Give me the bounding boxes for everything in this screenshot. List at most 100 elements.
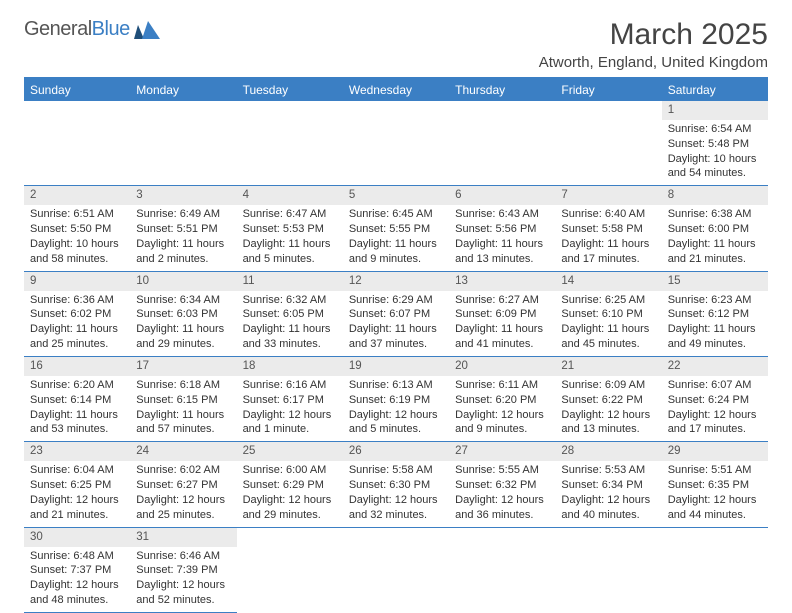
sunrise-text: Sunrise: 6:02 AM bbox=[136, 463, 230, 478]
calendar-day-cell: 12Sunrise: 6:29 AMSunset: 6:07 PMDayligh… bbox=[343, 271, 449, 356]
daylight-text: Daylight: 12 hours and 52 minutes. bbox=[136, 578, 230, 608]
sunset-text: Sunset: 6:24 PM bbox=[668, 393, 762, 408]
daylight-text: Daylight: 12 hours and 21 minutes. bbox=[30, 493, 124, 523]
calendar-day-cell bbox=[130, 101, 236, 186]
sunrise-text: Sunrise: 6:25 AM bbox=[561, 293, 655, 308]
sunrise-text: Sunrise: 6:13 AM bbox=[349, 378, 443, 393]
sunrise-text: Sunrise: 6:49 AM bbox=[136, 207, 230, 222]
day-body: Sunrise: 6:09 AMSunset: 6:22 PMDaylight:… bbox=[555, 376, 661, 441]
day-body: Sunrise: 6:27 AMSunset: 6:09 PMDaylight:… bbox=[449, 291, 555, 356]
calendar-day-cell: 29Sunrise: 5:51 AMSunset: 6:35 PMDayligh… bbox=[662, 442, 768, 527]
day-number: 29 bbox=[662, 442, 768, 461]
calendar-day-cell: 16Sunrise: 6:20 AMSunset: 6:14 PMDayligh… bbox=[24, 356, 130, 441]
day-body bbox=[449, 120, 555, 174]
sunrise-text: Sunrise: 5:51 AM bbox=[668, 463, 762, 478]
calendar-day-cell bbox=[343, 101, 449, 186]
calendar-day-cell: 26Sunrise: 5:58 AMSunset: 6:30 PMDayligh… bbox=[343, 442, 449, 527]
day-number bbox=[130, 101, 236, 120]
day-body: Sunrise: 6:36 AMSunset: 6:02 PMDaylight:… bbox=[24, 291, 130, 356]
day-number: 12 bbox=[343, 272, 449, 291]
calendar-week-row: 2Sunrise: 6:51 AMSunset: 5:50 PMDaylight… bbox=[24, 186, 768, 271]
sunrise-text: Sunrise: 6:09 AM bbox=[561, 378, 655, 393]
sunset-text: Sunset: 6:27 PM bbox=[136, 478, 230, 493]
day-body: Sunrise: 6:45 AMSunset: 5:55 PMDaylight:… bbox=[343, 205, 449, 270]
sunrise-text: Sunrise: 6:48 AM bbox=[30, 549, 124, 564]
calendar-day-cell bbox=[662, 527, 768, 612]
day-body: Sunrise: 6:02 AMSunset: 6:27 PMDaylight:… bbox=[130, 461, 236, 526]
daylight-text: Daylight: 11 hours and 21 minutes. bbox=[668, 237, 762, 267]
day-body: Sunrise: 6:46 AMSunset: 7:39 PMDaylight:… bbox=[130, 547, 236, 612]
daylight-text: Daylight: 11 hours and 53 minutes. bbox=[30, 408, 124, 438]
day-number: 31 bbox=[130, 528, 236, 547]
calendar-day-cell: 7Sunrise: 6:40 AMSunset: 5:58 PMDaylight… bbox=[555, 186, 661, 271]
day-number: 27 bbox=[449, 442, 555, 461]
daylight-text: Daylight: 12 hours and 13 minutes. bbox=[561, 408, 655, 438]
day-number: 5 bbox=[343, 186, 449, 205]
calendar-day-cell bbox=[449, 101, 555, 186]
sunset-text: Sunset: 6:12 PM bbox=[668, 307, 762, 322]
calendar-day-cell: 25Sunrise: 6:00 AMSunset: 6:29 PMDayligh… bbox=[237, 442, 343, 527]
sunrise-text: Sunrise: 6:34 AM bbox=[136, 293, 230, 308]
day-body: Sunrise: 5:53 AMSunset: 6:34 PMDaylight:… bbox=[555, 461, 661, 526]
calendar-day-cell: 31Sunrise: 6:46 AMSunset: 7:39 PMDayligh… bbox=[130, 527, 236, 612]
sunrise-text: Sunrise: 5:58 AM bbox=[349, 463, 443, 478]
day-number: 9 bbox=[24, 272, 130, 291]
daylight-text: Daylight: 12 hours and 17 minutes. bbox=[668, 408, 762, 438]
daylight-text: Daylight: 12 hours and 32 minutes. bbox=[349, 493, 443, 523]
weekday-header: Monday bbox=[130, 79, 236, 101]
sunset-text: Sunset: 6:02 PM bbox=[30, 307, 124, 322]
calendar-day-cell: 4Sunrise: 6:47 AMSunset: 5:53 PMDaylight… bbox=[237, 186, 343, 271]
sunset-text: Sunset: 6:09 PM bbox=[455, 307, 549, 322]
logo: GeneralBlue bbox=[24, 18, 160, 41]
sunset-text: Sunset: 5:56 PM bbox=[455, 222, 549, 237]
daylight-text: Daylight: 12 hours and 36 minutes. bbox=[455, 493, 549, 523]
daylight-text: Daylight: 11 hours and 49 minutes. bbox=[668, 322, 762, 352]
sunrise-text: Sunrise: 6:46 AM bbox=[136, 549, 230, 564]
calendar-day-cell bbox=[555, 527, 661, 612]
calendar-week-row: 23Sunrise: 6:04 AMSunset: 6:25 PMDayligh… bbox=[24, 442, 768, 527]
daylight-text: Daylight: 11 hours and 57 minutes. bbox=[136, 408, 230, 438]
sunrise-text: Sunrise: 6:40 AM bbox=[561, 207, 655, 222]
day-number: 1 bbox=[662, 101, 768, 120]
sunrise-text: Sunrise: 6:32 AM bbox=[243, 293, 337, 308]
calendar-day-cell: 3Sunrise: 6:49 AMSunset: 5:51 PMDaylight… bbox=[130, 186, 236, 271]
day-number: 23 bbox=[24, 442, 130, 461]
day-number bbox=[24, 101, 130, 120]
sunset-text: Sunset: 6:10 PM bbox=[561, 307, 655, 322]
day-body: Sunrise: 6:49 AMSunset: 5:51 PMDaylight:… bbox=[130, 205, 236, 270]
sunset-text: Sunset: 6:35 PM bbox=[668, 478, 762, 493]
daylight-text: Daylight: 11 hours and 41 minutes. bbox=[455, 322, 549, 352]
calendar-day-cell bbox=[555, 101, 661, 186]
day-number: 8 bbox=[662, 186, 768, 205]
day-body: Sunrise: 6:25 AMSunset: 6:10 PMDaylight:… bbox=[555, 291, 661, 356]
logo-text: GeneralBlue bbox=[24, 18, 130, 41]
day-body: Sunrise: 6:18 AMSunset: 6:15 PMDaylight:… bbox=[130, 376, 236, 441]
sunrise-text: Sunrise: 6:51 AM bbox=[30, 207, 124, 222]
weekday-header: Friday bbox=[555, 79, 661, 101]
day-body: Sunrise: 6:38 AMSunset: 6:00 PMDaylight:… bbox=[662, 205, 768, 270]
day-body: Sunrise: 6:29 AMSunset: 6:07 PMDaylight:… bbox=[343, 291, 449, 356]
calendar-day-cell: 13Sunrise: 6:27 AMSunset: 6:09 PMDayligh… bbox=[449, 271, 555, 356]
day-body bbox=[237, 547, 343, 601]
calendar-day-cell: 15Sunrise: 6:23 AMSunset: 6:12 PMDayligh… bbox=[662, 271, 768, 356]
logo-mark-icon bbox=[134, 21, 160, 39]
sunrise-text: Sunrise: 6:00 AM bbox=[243, 463, 337, 478]
sunset-text: Sunset: 5:58 PM bbox=[561, 222, 655, 237]
day-number: 26 bbox=[343, 442, 449, 461]
day-number: 17 bbox=[130, 357, 236, 376]
day-body bbox=[24, 120, 130, 174]
day-number: 7 bbox=[555, 186, 661, 205]
sunset-text: Sunset: 7:39 PM bbox=[136, 563, 230, 578]
calendar-day-cell: 28Sunrise: 5:53 AMSunset: 6:34 PMDayligh… bbox=[555, 442, 661, 527]
weekday-header: Sunday bbox=[24, 79, 130, 101]
daylight-text: Daylight: 11 hours and 9 minutes. bbox=[349, 237, 443, 267]
calendar-day-cell: 14Sunrise: 6:25 AMSunset: 6:10 PMDayligh… bbox=[555, 271, 661, 356]
calendar-day-cell bbox=[237, 527, 343, 612]
sunrise-text: Sunrise: 6:16 AM bbox=[243, 378, 337, 393]
day-number: 6 bbox=[449, 186, 555, 205]
calendar-day-cell: 2Sunrise: 6:51 AMSunset: 5:50 PMDaylight… bbox=[24, 186, 130, 271]
sunset-text: Sunset: 6:25 PM bbox=[30, 478, 124, 493]
month-title: March 2025 bbox=[539, 18, 768, 52]
day-body: Sunrise: 6:11 AMSunset: 6:20 PMDaylight:… bbox=[449, 376, 555, 441]
daylight-text: Daylight: 10 hours and 54 minutes. bbox=[668, 152, 762, 182]
